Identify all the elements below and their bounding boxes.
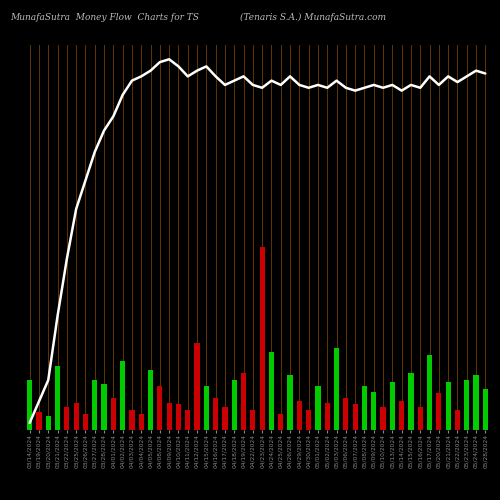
Bar xyxy=(324,402,330,430)
Bar xyxy=(194,343,200,430)
Bar xyxy=(371,392,376,430)
Bar xyxy=(297,400,302,430)
Bar xyxy=(306,410,311,430)
Bar xyxy=(474,375,478,430)
Bar xyxy=(344,398,348,430)
Bar xyxy=(260,246,264,430)
Bar xyxy=(241,373,246,430)
Bar xyxy=(288,375,292,430)
Bar xyxy=(446,382,450,430)
Bar xyxy=(158,386,162,430)
Bar xyxy=(166,402,172,430)
Text: (Tenaris S.A.) MunafaSutra.com: (Tenaris S.A.) MunafaSutra.com xyxy=(240,12,386,22)
Bar xyxy=(74,402,78,430)
Bar xyxy=(483,389,488,430)
Bar xyxy=(55,366,60,430)
Bar xyxy=(232,380,237,430)
Bar xyxy=(176,404,181,430)
Bar xyxy=(269,352,274,430)
Bar xyxy=(148,370,153,430)
Bar xyxy=(464,380,469,430)
Bar xyxy=(352,404,358,430)
Bar xyxy=(399,400,404,430)
Bar xyxy=(390,382,395,430)
Text: MunafaSutra  Money Flow  Charts for TS: MunafaSutra Money Flow Charts for TS xyxy=(10,12,199,22)
Bar xyxy=(222,407,228,430)
Bar xyxy=(130,410,134,430)
Bar xyxy=(362,386,367,430)
Bar xyxy=(418,407,423,430)
Bar xyxy=(120,361,125,430)
Bar xyxy=(27,380,32,430)
Bar xyxy=(102,384,106,430)
Bar xyxy=(408,373,414,430)
Bar xyxy=(83,414,88,430)
Bar xyxy=(36,412,42,430)
Bar xyxy=(185,410,190,430)
Bar xyxy=(46,416,51,430)
Bar xyxy=(64,407,70,430)
Bar xyxy=(204,386,209,430)
Bar xyxy=(278,414,283,430)
Bar xyxy=(334,348,339,430)
Bar xyxy=(380,407,386,430)
Bar xyxy=(436,394,442,430)
Bar xyxy=(250,410,256,430)
Bar xyxy=(316,386,320,430)
Bar xyxy=(455,410,460,430)
Bar xyxy=(111,398,116,430)
Bar xyxy=(138,414,144,430)
Bar xyxy=(213,398,218,430)
Bar xyxy=(92,380,98,430)
Bar xyxy=(427,355,432,430)
